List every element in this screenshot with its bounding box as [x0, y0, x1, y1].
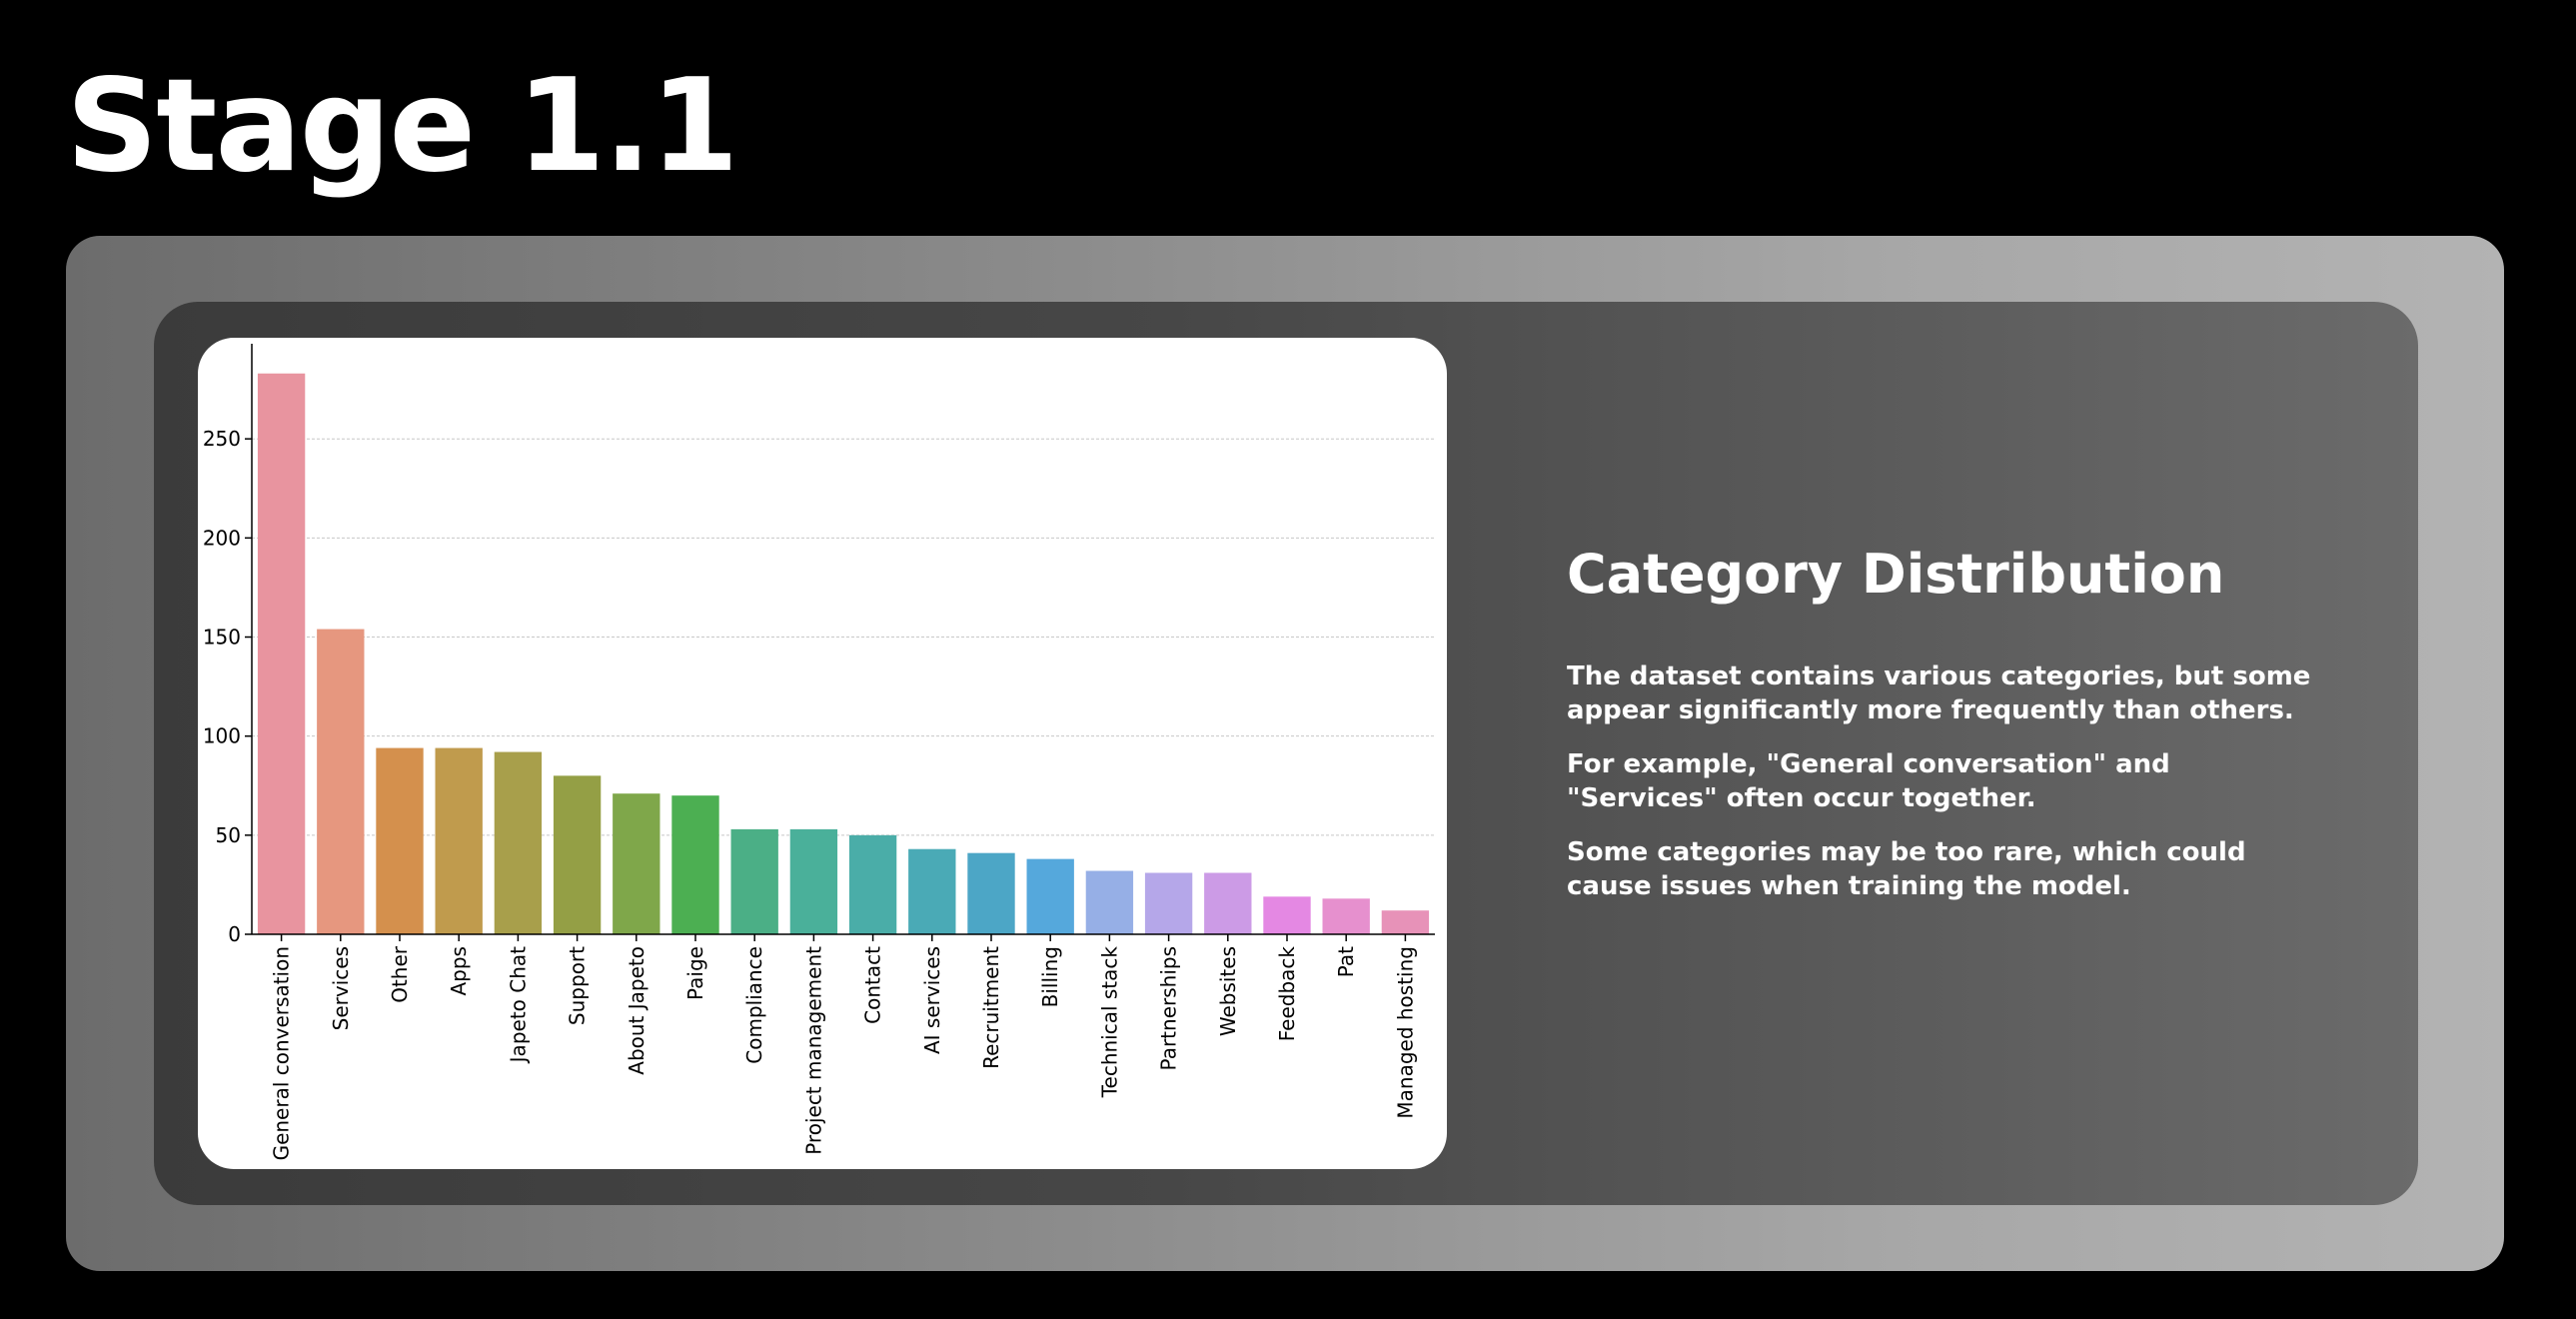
bar-19 — [1322, 898, 1370, 934]
x-tick-label: Feedback — [1275, 946, 1299, 1042]
x-tick-label: General conversation — [270, 946, 294, 1160]
bar-16 — [1144, 872, 1193, 934]
y-tick-label: 100 — [203, 724, 241, 748]
paragraph-2: For example, "General conversation" and … — [1567, 749, 2170, 813]
bar-12 — [908, 848, 956, 934]
bar-11 — [848, 834, 897, 934]
x-tick-label: Recruitment — [979, 946, 1003, 1069]
chart-card: 0 50 100 150 200 250 General conversation Servi… — [198, 338, 1447, 1169]
paragraph-3: Some categories may be too rare, which c… — [1567, 837, 2246, 901]
x-tick-label: Pat — [1334, 946, 1358, 977]
x-tick-label: About Japeto — [625, 946, 648, 1075]
bar-3 — [376, 747, 424, 934]
y-tick-label: 150 — [203, 626, 241, 650]
bar-10 — [789, 828, 838, 934]
outer-panel: 0 50 100 150 200 250 General conversation Servi… — [66, 236, 2504, 1271]
x-tick-label: Support — [566, 946, 590, 1025]
x-tick-label: Project management — [801, 946, 825, 1155]
x-tick-label: Billing — [1038, 946, 1062, 1007]
y-tick-label: 0 — [228, 922, 241, 946]
page-title: Stage 1.1 — [66, 52, 738, 201]
bar-4 — [435, 747, 483, 934]
bar-chart: 0 50 100 150 200 250 General conversation Servi… — [203, 344, 1435, 1160]
bar-7 — [613, 793, 660, 934]
x-tick-label: Compliance — [742, 946, 766, 1064]
bar-14 — [1026, 858, 1074, 934]
y-tick-label: 200 — [203, 526, 241, 550]
bar-15 — [1085, 870, 1134, 934]
bar-6 — [553, 775, 602, 934]
y-tick-label: 250 — [203, 427, 241, 451]
y-tick-label: 50 — [216, 823, 241, 847]
x-tick-label: Apps — [447, 946, 471, 996]
x-tick-label: Websites — [1216, 946, 1240, 1036]
x-tick-label: Paige — [683, 946, 707, 1000]
bar-1 — [257, 373, 306, 935]
bar-8 — [671, 795, 719, 934]
bar-13 — [967, 852, 1015, 934]
bar-2 — [317, 629, 365, 934]
bar-17 — [1204, 872, 1252, 934]
content-panel: 0 50 100 150 200 250 General conversation Servi… — [154, 302, 2418, 1205]
bar-5 — [494, 751, 543, 934]
bar-18 — [1263, 896, 1311, 934]
paragraph-1: The dataset contains various categories,… — [1567, 661, 2311, 725]
bar-20 — [1381, 910, 1430, 934]
x-tick-label: Japeto Chat — [506, 946, 530, 1064]
x-tick-label: Other — [388, 945, 412, 1003]
x-tick-label: Contact — [861, 946, 885, 1024]
x-tick-label: Partnerships — [1157, 946, 1181, 1070]
x-tick-label: Technical stack — [1097, 946, 1121, 1099]
x-tick-label: AI services — [920, 946, 944, 1054]
bar-9 — [730, 828, 778, 934]
x-tick-label: Managed hosting — [1393, 946, 1417, 1119]
section-heading: Category Distribution — [1567, 543, 2225, 606]
description-block: Category Distribution The dataset contai… — [1567, 542, 2326, 923]
x-tick-label: Services — [329, 946, 353, 1030]
